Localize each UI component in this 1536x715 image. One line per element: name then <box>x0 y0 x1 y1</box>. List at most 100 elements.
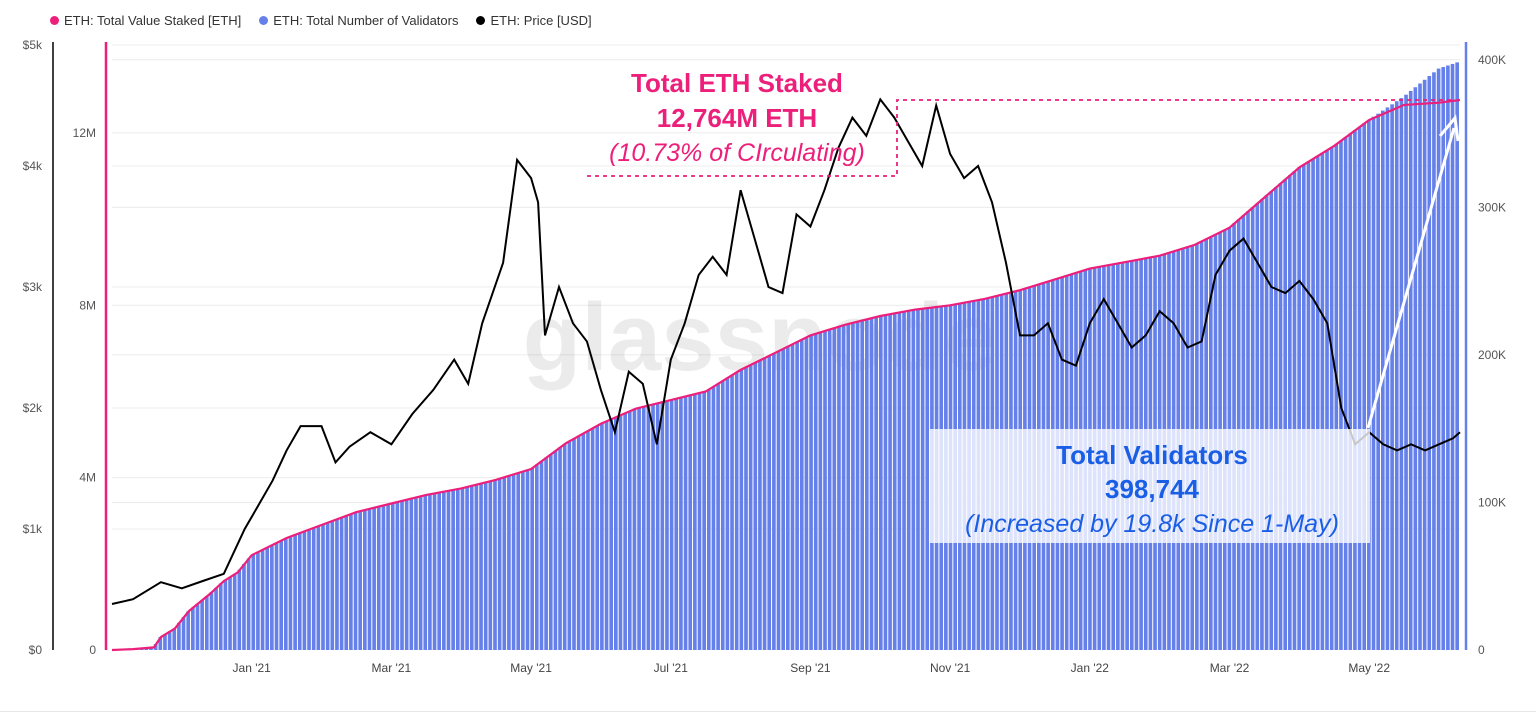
price-axis-tick-label: $1k <box>23 522 43 536</box>
validator-bar <box>437 492 442 650</box>
validator-bar <box>1288 175 1292 650</box>
validator-bar <box>1353 130 1357 650</box>
legend-dot-price <box>476 15 486 25</box>
validator-bar <box>177 622 181 650</box>
validator-bar <box>1404 94 1408 650</box>
validator-bar <box>604 421 609 650</box>
price-line <box>111 97 1461 605</box>
x-axis-tick-label: Jul '21 <box>654 661 689 675</box>
validator-bar <box>511 474 516 650</box>
validator-bar <box>428 494 432 650</box>
validator-bar <box>572 438 576 650</box>
x-axis-tick-label: Sep '21 <box>790 661 831 675</box>
legend-item-price[interactable]: ETH: Price [USD] <box>476 12 592 28</box>
validator-bar <box>581 433 586 650</box>
validator-bar <box>851 322 855 650</box>
validator-bar <box>1283 179 1288 651</box>
validator-bar <box>734 372 739 650</box>
validator-bar <box>1436 68 1441 651</box>
legend-item-staked[interactable]: ETH: Total Value Staked [ETH] <box>50 13 241 28</box>
validators-annotation: Total Validators 398,744 (Increased by 1… <box>929 114 1460 543</box>
validator-bar <box>544 457 548 650</box>
validator-bar <box>270 545 274 650</box>
validator-bar <box>781 348 785 650</box>
validators-annotation-arrowhead <box>1438 114 1460 142</box>
validator-bar <box>1390 104 1394 651</box>
validator-bar <box>1315 155 1320 650</box>
validator-bar <box>888 314 892 650</box>
validator-bar <box>414 497 418 650</box>
validator-bar <box>590 428 595 650</box>
validator-bar <box>799 339 804 650</box>
validator-bar <box>339 517 344 650</box>
validator-bar <box>548 454 553 650</box>
validator-bar <box>786 346 790 650</box>
validator-bar <box>679 397 683 650</box>
validator-bar <box>1329 147 1334 650</box>
validator-bar <box>223 579 228 650</box>
validator-bar <box>265 547 270 650</box>
validator-bar <box>1311 158 1315 651</box>
validator-bar <box>288 536 293 650</box>
validator-bar <box>237 569 242 650</box>
validator-bar <box>353 512 358 650</box>
x-axis-tick-label: May '21 <box>510 661 552 675</box>
validator-bar <box>674 398 679 650</box>
validator-bar <box>1343 137 1348 650</box>
validator-bar <box>1357 126 1362 651</box>
price-axis-tick-label: $0 <box>29 643 43 657</box>
validator-bar <box>558 447 562 650</box>
validator-bar <box>744 367 748 650</box>
validator-bar <box>1301 164 1306 651</box>
validator-bar <box>507 475 511 650</box>
validator-bar <box>916 309 920 650</box>
validators-annotation-arrow <box>1366 127 1456 429</box>
validator-bar <box>1255 203 1260 651</box>
validator-bar <box>1264 195 1269 650</box>
validator-bar <box>855 321 860 650</box>
validator-bar <box>553 450 558 650</box>
validator-bar <box>521 471 525 650</box>
validator-bar <box>865 319 869 650</box>
validators-annotation-value: 398,744 <box>1105 474 1200 504</box>
validator-bar <box>321 524 325 650</box>
legend-label-price: ETH: Price [USD] <box>490 12 592 28</box>
validator-bar <box>837 326 841 650</box>
validator-bar <box>1278 183 1283 650</box>
validators-axis-tick-label: 300K <box>1478 200 1506 214</box>
validator-bar <box>283 538 288 650</box>
validator-bar <box>562 443 567 650</box>
validator-bar <box>418 496 423 650</box>
validator-bar <box>302 531 307 650</box>
validator-bar <box>874 316 878 650</box>
validator-bar <box>376 506 381 650</box>
validator-bar <box>646 405 651 650</box>
validator-bar <box>618 415 623 650</box>
validators-axis-tick-label: 100K <box>1478 495 1506 509</box>
validator-bar <box>386 504 390 650</box>
validator-bar <box>758 360 762 650</box>
validator-bar <box>460 488 465 650</box>
validator-bar <box>702 391 706 650</box>
x-axis-tick-label: Jan '22 <box>1071 661 1110 675</box>
validator-bar <box>795 341 799 650</box>
validator-bar <box>627 411 632 650</box>
validator-bar <box>716 383 720 650</box>
staked-axis-tick-label: 0 <box>89 643 96 657</box>
legend-label-staked: ETH: Total Value Staked [ETH] <box>64 12 242 28</box>
legend-dot-staked <box>50 15 59 25</box>
validator-bar <box>720 380 725 650</box>
staked-line <box>111 98 1461 652</box>
validator-bar <box>335 519 339 650</box>
validator-bar <box>725 377 730 650</box>
validator-bar <box>809 335 813 650</box>
validator-bar <box>474 484 479 650</box>
validator-bar <box>497 478 502 650</box>
validator-bar <box>442 491 446 650</box>
validator-bar <box>925 308 930 650</box>
legend-item-validators[interactable]: ETH: Total Number of Validators <box>259 13 458 28</box>
validator-bar <box>469 485 474 650</box>
validator-bar <box>534 464 539 650</box>
validator-bar <box>256 551 260 650</box>
validator-bar <box>827 329 832 650</box>
